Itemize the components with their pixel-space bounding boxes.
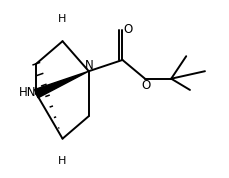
Text: O: O	[123, 23, 132, 36]
Text: O: O	[141, 79, 150, 92]
Text: N: N	[85, 59, 94, 72]
Text: HN: HN	[19, 87, 36, 100]
Polygon shape	[34, 71, 88, 98]
Text: H: H	[58, 14, 66, 24]
Text: H: H	[58, 156, 66, 166]
